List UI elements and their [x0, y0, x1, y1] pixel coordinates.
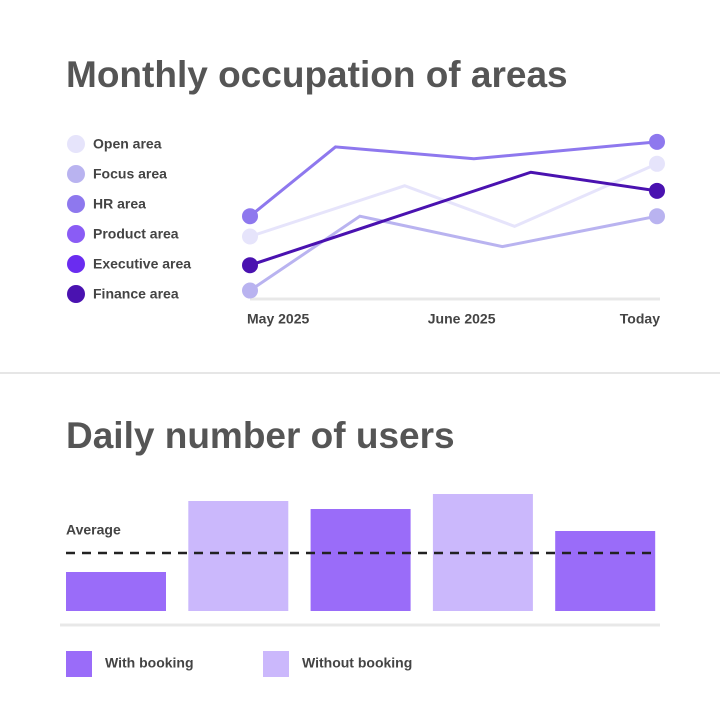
line [249, 170, 658, 267]
legend-label: With booking [105, 655, 194, 671]
chart-title: Monthly occupation of areas [66, 54, 568, 95]
legend-marker [263, 651, 289, 677]
legend-label: Product area [93, 226, 179, 242]
line [249, 140, 658, 218]
average-label: Average [66, 522, 121, 538]
line [249, 162, 658, 238]
point [242, 208, 258, 225]
bar [66, 572, 166, 611]
point [649, 133, 665, 150]
legend-marker [67, 285, 85, 303]
x-tick-label: Today [620, 311, 660, 327]
legend-marker [67, 165, 85, 183]
legend-label: Without booking [302, 655, 412, 671]
chart-title: Daily number of users [66, 415, 455, 456]
point [649, 208, 665, 225]
point [242, 257, 258, 274]
x-tick-label: May 2025 [247, 311, 309, 327]
point [649, 182, 665, 199]
legend-marker [67, 135, 85, 153]
legend-marker [67, 225, 85, 243]
bar [188, 501, 289, 611]
legend-label: Executive area [93, 256, 191, 272]
line [249, 214, 658, 292]
legend-marker [66, 651, 92, 677]
legend-label: Open area [93, 136, 162, 152]
legend-marker [67, 195, 85, 213]
point [242, 282, 258, 299]
legend-label: Finance area [93, 286, 179, 302]
legend-marker [67, 255, 85, 273]
legend-label: HR area [93, 196, 146, 212]
point [649, 155, 665, 172]
bar [310, 509, 411, 611]
bar [555, 531, 656, 611]
legend-label: Focus area [93, 166, 167, 182]
point [242, 228, 258, 245]
x-tick-label: June 2025 [428, 311, 496, 327]
